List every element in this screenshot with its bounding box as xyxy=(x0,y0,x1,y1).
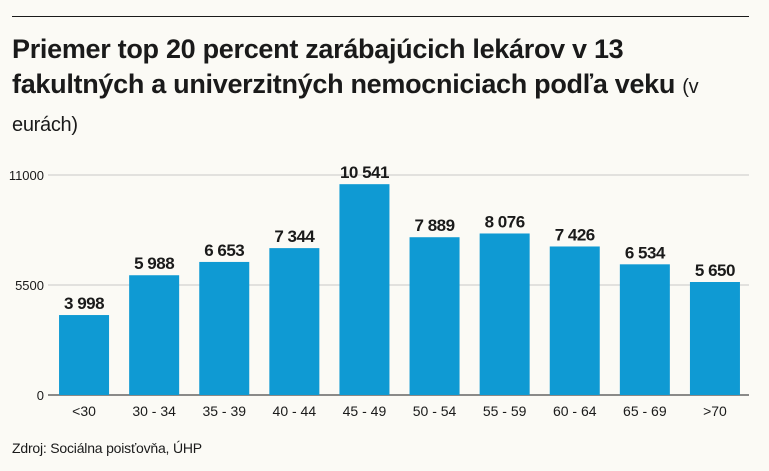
value-label: 5 988 xyxy=(134,254,174,273)
value-label: 6 534 xyxy=(625,243,666,262)
x-tick-label: 30 - 34 xyxy=(132,403,176,419)
unit-note: (v eurách) xyxy=(12,76,699,136)
x-tick-label: 50 - 54 xyxy=(413,403,457,419)
source-note: Zdroj: Sociálna poisťovňa, ÚHP xyxy=(12,440,202,456)
bar xyxy=(129,275,180,395)
value-labels: 3 998 5 988 6 653 7 344 10 541 7 889 8 076 7 42… xyxy=(64,163,735,313)
bar xyxy=(199,261,250,395)
bar xyxy=(409,237,460,395)
x-tick-label: <30 xyxy=(72,403,96,419)
top-rule xyxy=(12,16,749,17)
x-tick-label: 65 - 69 xyxy=(623,403,667,419)
value-label: 8 076 xyxy=(485,212,525,231)
x-tick-label: 55 - 59 xyxy=(483,403,527,419)
value-label: 5 650 xyxy=(695,261,735,280)
value-label: 7 344 xyxy=(274,227,315,246)
chart-title: Priemer top 20 percent zarábajúcich leká… xyxy=(12,32,752,143)
y-tick-label: 11000 xyxy=(9,168,44,183)
value-label: 7 426 xyxy=(555,225,595,244)
x-tick-label: >70 xyxy=(703,403,727,419)
chart-title-text: Priemer top 20 percent zarábajúcich leká… xyxy=(12,34,676,99)
bar xyxy=(689,282,740,395)
y-tick-label: 0 xyxy=(37,388,44,403)
x-tick-label: 60 - 64 xyxy=(553,403,597,419)
value-label: 3 998 xyxy=(64,294,104,313)
y-tick-label: 5500 xyxy=(15,278,44,293)
bar xyxy=(59,315,110,395)
bars xyxy=(59,184,740,395)
bar xyxy=(619,264,670,395)
x-tick-label: 40 - 44 xyxy=(273,403,317,419)
x-axis-ticks: <30 30 - 34 35 - 39 40 - 44 45 - 49 50 - 54 55… xyxy=(72,403,727,419)
value-label: 10 541 xyxy=(340,163,389,182)
value-label: 7 889 xyxy=(415,216,455,235)
bar xyxy=(269,248,320,395)
value-label: 6 653 xyxy=(204,241,244,260)
bar xyxy=(479,233,530,395)
x-tick-label: 45 - 49 xyxy=(343,403,387,419)
y-axis-ticks: 0 5500 11000 xyxy=(9,168,44,403)
bar xyxy=(339,184,390,395)
bar xyxy=(549,246,600,395)
x-tick-label: 35 - 39 xyxy=(202,403,246,419)
